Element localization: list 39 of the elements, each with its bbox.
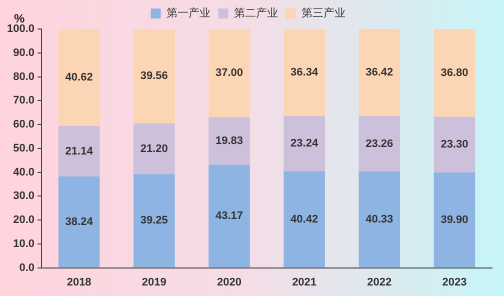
- data-label: 40.33: [366, 213, 394, 226]
- x-tick-label: 2023: [442, 276, 467, 288]
- x-tick-label: 2020: [216, 276, 242, 288]
- data-label: 19.83: [215, 135, 243, 148]
- y-tick-label: 0.0: [19, 262, 35, 274]
- x-tick-label: 2021: [292, 276, 317, 288]
- y-tick-label: 70.0: [13, 94, 35, 107]
- y-tick-label: 30.0: [13, 190, 35, 202]
- x-tick-label: 2018: [66, 276, 92, 288]
- x-tick-label: 2019: [142, 276, 166, 288]
- data-label: 23.24: [290, 138, 319, 150]
- x-tick-label: 2022: [367, 276, 392, 288]
- data-label: 39.90: [440, 214, 468, 226]
- data-label: 21.20: [140, 142, 168, 155]
- data-label: 37.00: [215, 67, 243, 80]
- data-label: 21.14: [65, 145, 94, 158]
- y-tick-label: 50.0: [13, 142, 35, 154]
- legend-label: 第三产业: [301, 6, 346, 20]
- y-axis-title: %: [14, 11, 25, 26]
- data-label: 23.26: [366, 138, 394, 150]
- legend-label: 第二产业: [234, 6, 278, 20]
- data-label: 40.42: [290, 213, 318, 226]
- y-tick-label: 10.0: [13, 238, 35, 250]
- y-tick-label: 100.0: [6, 23, 35, 36]
- legend-label: 第一产业: [166, 6, 210, 20]
- y-tick-label: 40.0: [13, 166, 35, 178]
- data-label: 38.24: [65, 216, 94, 228]
- y-tick-label: 20.0: [13, 214, 35, 226]
- data-label: 40.62: [65, 72, 93, 84]
- data-label: 36.80: [440, 66, 468, 79]
- data-label: 36.42: [366, 66, 394, 78]
- y-tick-label: 80.0: [13, 70, 35, 83]
- data-label: 43.17: [215, 210, 243, 222]
- data-label: 23.30: [440, 138, 468, 151]
- y-tick-label: 60.0: [13, 118, 35, 131]
- y-tick-label: 90.0: [13, 46, 35, 59]
- data-label: 36.34: [290, 66, 319, 78]
- data-label: 39.25: [140, 214, 168, 227]
- data-label: 39.56: [140, 70, 168, 82]
